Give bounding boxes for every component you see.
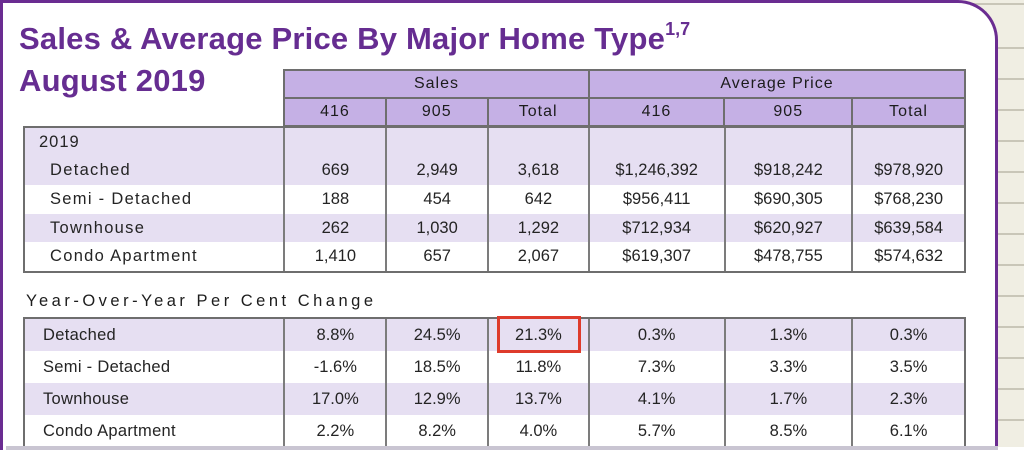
cell-avg-905: 1.7%: [723, 383, 852, 415]
column-header-sales-905: 905: [384, 99, 487, 125]
cell-avg-905: $478,755: [723, 242, 852, 271]
cell-sales-416: 8.8%: [283, 319, 385, 351]
cell-avg-total: $639,584: [851, 213, 964, 243]
cell-sales-416: 669: [283, 156, 385, 186]
cell-avg-905: $620,927: [723, 213, 852, 243]
cell-avg-416: 0.3%: [587, 319, 724, 351]
yoy-row-condo-apartment: Condo Apartment 2.2% 8.2% 4.0% 5.7% 8.5%…: [25, 415, 964, 447]
cell-sales-total-highlighted: 21.3%: [487, 319, 588, 351]
table-row-semi-detached: Semi - Detached 188 454 642 $956,411 $69…: [25, 185, 964, 214]
yoy-percent-change-table: Detached 8.8% 24.5% 21.3% 0.3% 1.3% 0.3%…: [23, 317, 966, 449]
row-label: Condo Apartment: [50, 247, 198, 266]
report-card: Sales & Average Price By Major Home Type…: [0, 0, 998, 450]
row-label: Detached: [50, 161, 132, 180]
cell-avg-416: $1,246,392: [587, 156, 724, 186]
row-label: Detached: [43, 325, 117, 344]
cell-sales-total: 2,067: [487, 242, 588, 271]
cell-avg-total: $574,632: [851, 242, 964, 271]
cell-avg-total: $768,230: [851, 185, 964, 214]
cell-sales-416: -1.6%: [283, 351, 385, 383]
title-footnote-superscript: 1,7: [665, 19, 691, 39]
group-header-sales: Sales: [413, 75, 460, 92]
cell-avg-905: 1.3%: [723, 319, 852, 351]
year-group-row: 2019: [25, 128, 964, 157]
cell-avg-416: 4.1%: [587, 383, 724, 415]
cell-avg-416: $619,307: [587, 242, 724, 271]
title-line1: Sales & Average Price By Major Home Type: [19, 21, 666, 56]
table-row-townhouse: Townhouse 262 1,030 1,292 $712,934 $620,…: [25, 213, 964, 243]
row-label: Townhouse: [43, 389, 130, 408]
empty-cell: [587, 128, 724, 157]
cell-avg-905: $918,242: [723, 156, 852, 186]
column-header-sales-total: Total: [486, 99, 588, 125]
cell-sales-total: 1,292: [487, 213, 588, 243]
cell-sales-905: 18.5%: [385, 351, 487, 383]
cell-avg-905: 3.3%: [723, 351, 852, 383]
red-annotation-box: [497, 316, 581, 353]
column-header-avg-416: 416: [587, 99, 724, 125]
empty-cell: [851, 128, 964, 157]
group-header-row: Sales Average Price: [285, 71, 964, 99]
cell-sales-total: 642: [487, 185, 588, 214]
row-label: Semi - Detached: [50, 189, 193, 208]
yoy-row-detached: Detached 8.8% 24.5% 21.3% 0.3% 1.3% 0.3%: [25, 319, 964, 351]
table-header: Sales Average Price 416 905 Total 416 90…: [283, 69, 966, 127]
group-header-average-price: Average Price: [588, 71, 964, 97]
page-title: Sales & Average Price By Major Home Type…: [19, 8, 690, 102]
column-header-row: 416 905 Total 416 905 Total: [285, 99, 964, 125]
cell-sales-905: 12.9%: [385, 383, 487, 415]
cell-avg-416: $956,411: [587, 185, 724, 214]
cell-sales-416: 188: [283, 185, 385, 214]
cell-sales-416: 17.0%: [283, 383, 385, 415]
empty-cell: [385, 128, 487, 157]
cell-sales-416: 1,410: [283, 242, 385, 271]
cell-avg-416: $712,934: [587, 213, 724, 243]
sales-average-price-table: 2019 Detached 669 2,949 3,618 $1,246,392…: [23, 126, 966, 273]
cell-avg-total: 3.5%: [851, 351, 964, 383]
cell-sales-905: 2,949: [385, 156, 487, 186]
yoy-row-semi-detached: Semi - Detached -1.6% 18.5% 11.8% 7.3% 3…: [25, 351, 964, 383]
cell-avg-416: 7.3%: [587, 351, 724, 383]
table-row-condo-apartment: Condo Apartment 1,410 657 2,067 $619,307…: [25, 242, 964, 271]
cell-sales-905: 454: [385, 185, 487, 214]
column-header-avg-total: Total: [851, 99, 964, 125]
cell-sales-total: 3,618: [487, 156, 588, 186]
year-label: 2019: [39, 132, 80, 151]
cell-sales-905: 657: [385, 242, 487, 271]
row-label: Semi - Detached: [43, 357, 171, 376]
cell-sales-905: 24.5%: [385, 319, 487, 351]
cell-sales-416: 2.2%: [283, 415, 385, 447]
row-label: Townhouse: [50, 218, 146, 237]
cell-sales-905: 8.2%: [385, 415, 487, 447]
cell-sales-total: 11.8%: [487, 351, 588, 383]
yoy-section-heading: Year-Over-Year Per Cent Change: [26, 292, 377, 310]
cell-avg-total: $978,920: [851, 156, 964, 186]
cell-sales-total: 4.0%: [487, 415, 588, 447]
cell-sales-416: 262: [283, 213, 385, 243]
title-line2-month: August 2019: [19, 63, 206, 98]
cell-avg-905: $690,305: [723, 185, 852, 214]
table-row-detached: Detached 669 2,949 3,618 $1,246,392 $918…: [25, 156, 964, 186]
cell-avg-total: 0.3%: [851, 319, 964, 351]
cell-avg-416: 5.7%: [587, 415, 724, 447]
cell-sales-905: 1,030: [385, 213, 487, 243]
yoy-row-townhouse: Townhouse 17.0% 12.9% 13.7% 4.1% 1.7% 2.…: [25, 383, 964, 415]
cell-sales-total: 13.7%: [487, 383, 588, 415]
empty-cell: [283, 128, 385, 157]
empty-cell: [723, 128, 852, 157]
cell-avg-total: 2.3%: [851, 383, 964, 415]
empty-cell: [487, 128, 588, 157]
cell-avg-total: 6.1%: [851, 415, 964, 447]
column-header-sales-416: 416: [320, 103, 350, 120]
row-label: Condo Apartment: [43, 421, 176, 440]
cell-avg-905: 8.5%: [723, 415, 852, 447]
column-header-avg-905: 905: [723, 99, 851, 125]
